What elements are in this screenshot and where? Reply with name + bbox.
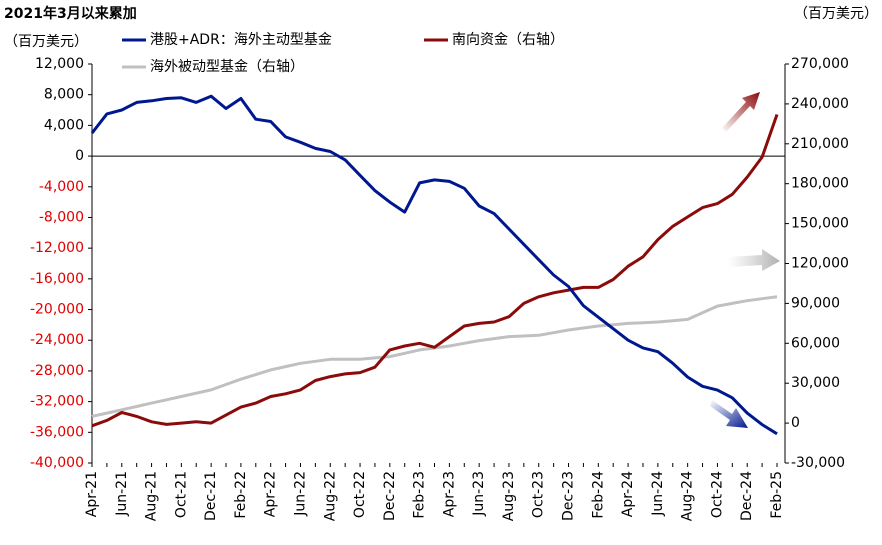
y-axis-label: （百万美元） xyxy=(4,34,88,50)
x-tick-label: Dec-21 xyxy=(203,471,219,521)
arrows xyxy=(710,92,780,428)
x-tick-label: Dec-23 xyxy=(561,471,577,521)
x-tick-label: Feb-23 xyxy=(412,471,428,519)
y-tick-label: -32,000 xyxy=(30,394,84,410)
x-tick-label: Dec-24 xyxy=(739,471,755,521)
chart-title: 2021年3月以来累加 xyxy=(4,5,137,22)
x-tick-label: Aug-23 xyxy=(501,471,517,521)
y-tick-label: -40,000 xyxy=(30,455,84,471)
y2-tick-label: 0 xyxy=(791,415,800,431)
x-tick-label: Oct-22 xyxy=(352,471,368,518)
x-tick-label: Oct-21 xyxy=(173,471,189,518)
y-tick-label: -12,000 xyxy=(30,240,84,256)
down-arrow xyxy=(710,400,748,428)
x-tick-label: Aug-22 xyxy=(322,471,338,521)
x-tick-label: Jun-22 xyxy=(292,471,308,517)
x-tick-label: Aug-24 xyxy=(680,471,696,521)
x-tick-label: Jun-21 xyxy=(114,471,130,517)
y2-tick-label: -30,000 xyxy=(791,455,845,471)
x-tick-label: Oct-23 xyxy=(531,471,547,518)
y-tick-label: -16,000 xyxy=(30,271,84,287)
x-tick-label: Apr-24 xyxy=(620,471,636,517)
y2-tick-label: 60,000 xyxy=(791,335,840,351)
series-line xyxy=(91,114,779,428)
y-tick-label: 4,000 xyxy=(44,117,84,133)
x-tick-label: Feb-24 xyxy=(590,471,606,519)
y2-tick-label: 270,000 xyxy=(791,56,849,72)
x-tick-label: Apr-23 xyxy=(441,471,457,517)
y-tick-label: -8,000 xyxy=(39,209,84,225)
y-tick-label: -4,000 xyxy=(39,179,84,195)
x-tick-label: Apr-22 xyxy=(263,471,279,517)
up-arrow xyxy=(722,92,760,132)
y2-tick-label: 90,000 xyxy=(791,295,840,311)
y-tick-label: 0 xyxy=(75,148,84,164)
y2-tick-label: 180,000 xyxy=(791,176,849,192)
x-tick-label: Jun-23 xyxy=(471,471,487,517)
x-tick-label: Aug-21 xyxy=(144,471,160,521)
y2-tick-label: 120,000 xyxy=(791,256,849,272)
y2-tick-label: 150,000 xyxy=(791,216,849,232)
y2-tick-label: 210,000 xyxy=(791,136,849,152)
y2-tick-label: 30,000 xyxy=(791,375,840,391)
y-tick-label: 8,000 xyxy=(44,87,84,103)
legend-label: 港股+ADR：海外主动型基金 xyxy=(150,31,332,48)
y2-axis-label: （百万美元） xyxy=(794,6,878,22)
x-tick-label: Dec-22 xyxy=(382,471,398,521)
series-line xyxy=(90,94,778,436)
x-tick-label: Oct-24 xyxy=(709,471,725,518)
legend-label: 海外被动型基金（右轴） xyxy=(150,58,304,75)
legend-label: 南向资金（右轴） xyxy=(452,32,564,48)
y-tick-label: -36,000 xyxy=(30,424,84,440)
y-tick-label: -24,000 xyxy=(30,332,84,348)
x-tick-label: Jun-24 xyxy=(650,471,666,517)
y-tick-label: -28,000 xyxy=(30,363,84,379)
y-tick-label: -20,000 xyxy=(30,302,84,318)
x-tick-label: Feb-22 xyxy=(233,471,249,519)
x-tick-label: Apr-21 xyxy=(84,471,100,517)
right-arrow xyxy=(728,249,780,271)
x-tick-label: Feb-25 xyxy=(769,471,785,519)
series-line xyxy=(91,295,778,418)
y2-tick-label: 240,000 xyxy=(791,96,849,112)
y-tick-label: 12,000 xyxy=(35,56,84,72)
